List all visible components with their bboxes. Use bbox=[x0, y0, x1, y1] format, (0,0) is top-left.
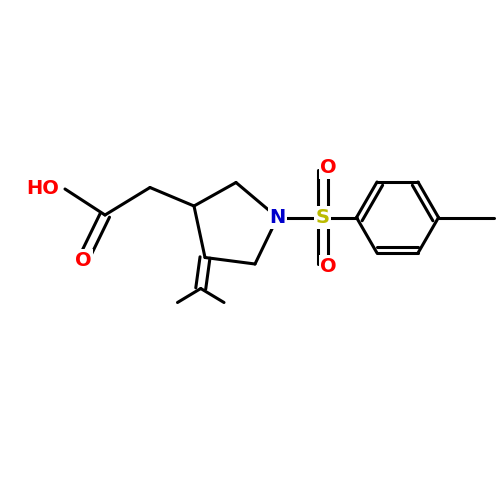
Text: O: O bbox=[320, 158, 337, 177]
Text: S: S bbox=[316, 208, 330, 227]
Text: HO: HO bbox=[26, 180, 59, 199]
Text: O: O bbox=[320, 257, 337, 276]
Text: O: O bbox=[75, 250, 92, 270]
Text: N: N bbox=[270, 208, 285, 227]
